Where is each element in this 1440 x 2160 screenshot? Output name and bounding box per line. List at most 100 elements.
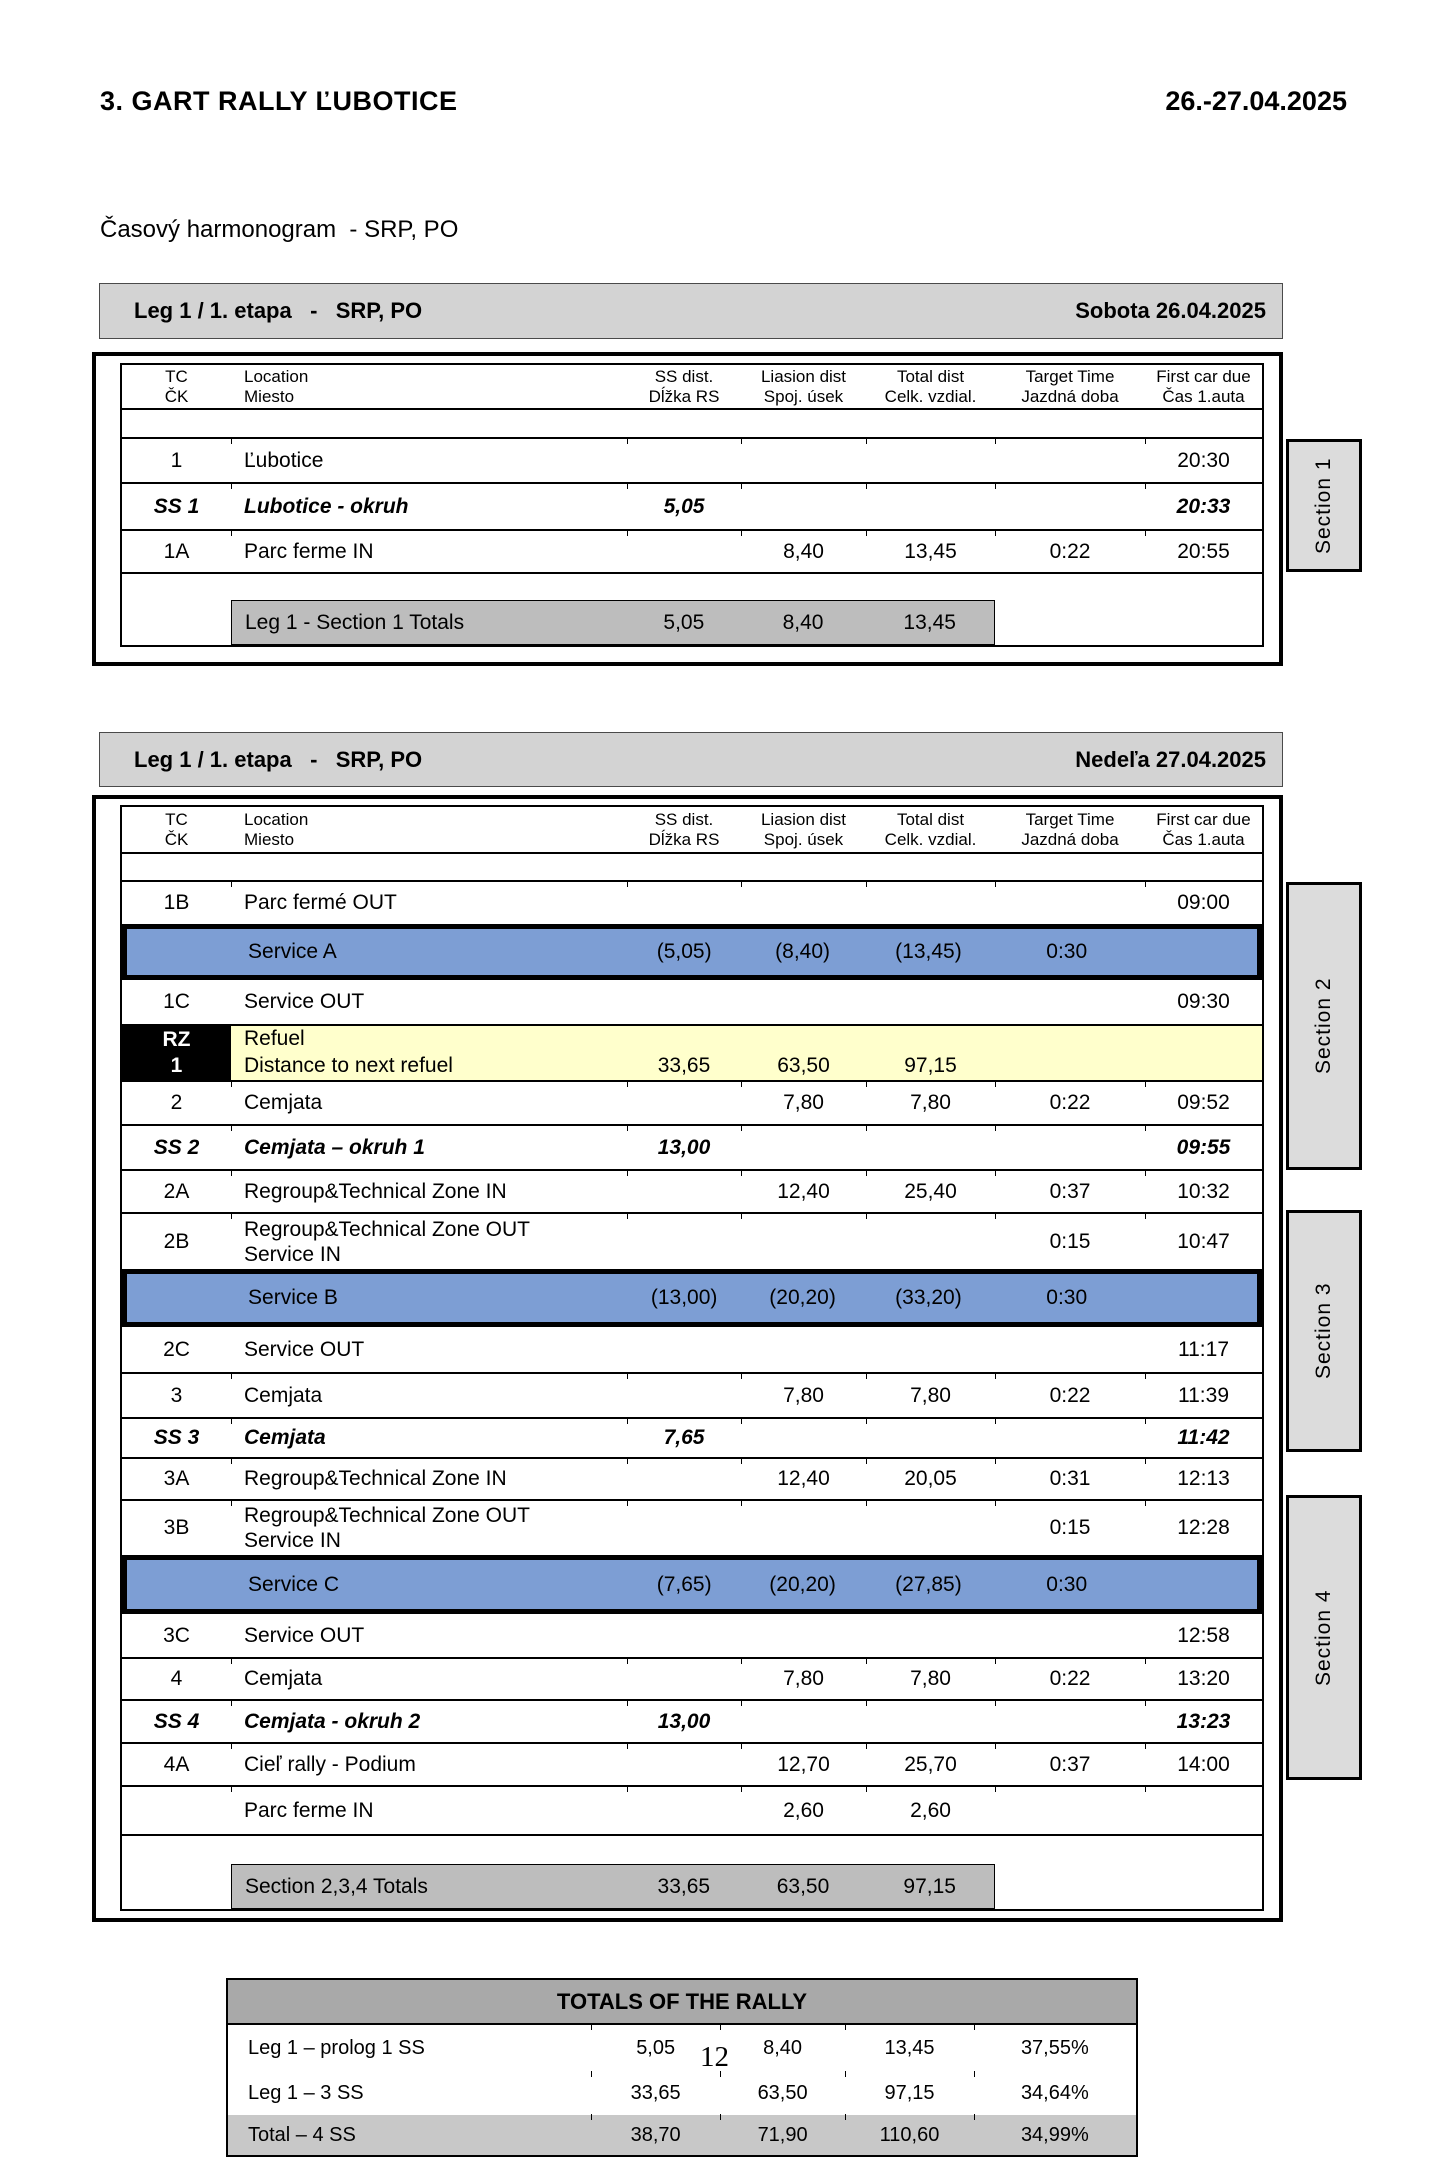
rally-total-label: Leg 1 – prolog 1 SS	[248, 2037, 425, 2059]
leg1-sunday-header-bar: Leg 1 / 1. etapa - SRP, PO Nedeľa 27.04.…	[99, 732, 1283, 787]
leg-bar-date: Nedeľa 27.04.2025	[1075, 746, 1266, 772]
cell-tc: 2	[170, 1091, 183, 1114]
rally-total-label: Leg 1 – 3 SS	[248, 2082, 364, 2104]
table-header-row: TC ČK Location Miesto SS dist. Dĺžka RS Lia…	[122, 365, 1262, 410]
cell-target-time: 0:22	[995, 1372, 1145, 1417]
rally-total-ss: 38,70	[591, 2114, 719, 2155]
row-time-control: 1B Parc fermé OUT 09:00	[122, 880, 1262, 924]
row-section-totals: Section 2,3,4 Totals 33,65 63,50 97,15	[122, 1864, 1262, 1909]
cell-tc: 3	[170, 1383, 183, 1407]
spacer-row	[122, 572, 1262, 600]
cell-location-line: Regroup&Technical Zone OUT	[244, 1217, 530, 1241]
column-header-first-car-due: First car due Čas 1.auta	[1145, 807, 1262, 852]
cell-total-dist	[866, 1212, 995, 1269]
cell-first-car-due: 14:00	[1145, 1742, 1262, 1785]
column-header-line: First car due	[1156, 809, 1251, 829]
cell-target-time: 0:22	[995, 1657, 1145, 1699]
row-service: Service B (13,00) (20,20) (33,20) 0:30	[122, 1269, 1262, 1327]
cell-location: Regroup&Technical Zone OUT Service IN	[231, 1212, 627, 1269]
schedule-table-sunday-inner: TC ČK Location Miesto SS dist. Dĺžka RS Lia…	[120, 805, 1264, 1911]
cell-liaison-dist	[741, 1499, 866, 1555]
spacer-row	[122, 1834, 1262, 1864]
cell-location: Regroup&Technical Zone IN	[231, 1457, 627, 1499]
row-time-control: 3 Cemjata 7,80 7,80 0:22 11:39	[122, 1372, 1262, 1417]
cell-ss-dist: 13,00	[627, 1124, 741, 1169]
cell-tc: 4A	[163, 1752, 190, 1776]
column-header-line: Miesto	[244, 386, 295, 406]
row-time-control: 2A Regroup&Technical Zone IN 12,40 25,40 0:3…	[122, 1169, 1262, 1212]
cell-tc	[127, 929, 235, 975]
cell-tc: 1A	[163, 539, 190, 563]
row-special-stage: SS 4 Cemjata - okruh 2 13,00 13:23	[122, 1699, 1262, 1742]
rally-total-percent: 37,55%	[973, 2024, 1136, 2072]
cell-ss-dist	[627, 1169, 741, 1212]
cell-ss-dist: (7,65)	[656, 1572, 712, 1596]
cell-tc: 2B	[163, 1229, 190, 1253]
cell-target-time	[995, 1417, 1145, 1457]
column-header-line: Liasion dist	[760, 366, 847, 386]
cell-ss-dist	[627, 880, 741, 924]
cell-total-dist: 7,80	[866, 1657, 995, 1699]
cell-first-car-due	[1145, 1785, 1262, 1834]
cell-total-dist: (13,45)	[895, 940, 962, 963]
section-totals-ss: 33,65	[657, 1874, 711, 1898]
refuel-body: Refuel Distance to next refuel 33,65 63,50 9…	[231, 1026, 1262, 1080]
column-header-line: Location	[244, 809, 309, 829]
cell-location: Service OUT	[244, 1623, 365, 1647]
rally-total-percent: 34,99%	[973, 2114, 1136, 2155]
refuel-line1: Refuel	[231, 1026, 1262, 1051]
cell-total-dist: 13,45	[866, 529, 995, 572]
cell-liaison-dist	[741, 1417, 866, 1457]
cell-total-dist	[866, 1614, 995, 1657]
cell-tc: 1	[170, 448, 183, 472]
cell-target-time	[995, 880, 1145, 924]
row-time-control: 1 Ľubotice 20:30	[122, 437, 1262, 482]
rally-total-liaison: 71,90	[719, 2114, 845, 2155]
cell-target-time: 0:15	[995, 1212, 1145, 1269]
cell-ss-dist	[627, 1742, 741, 1785]
column-header-line: SS dist.	[654, 809, 714, 829]
cell-target-time: 0:22	[995, 1080, 1145, 1124]
row-time-control: 4 Cemjata 7,80 7,80 0:22 13:20	[122, 1657, 1262, 1699]
cell-location: Service OUT	[244, 1337, 365, 1361]
column-header-line: Jazdná doba	[1021, 386, 1119, 406]
cell-total-dist: (33,20)	[895, 1286, 962, 1309]
cell-location-line: Service IN	[244, 1242, 341, 1266]
cell-ss-dist	[627, 1614, 741, 1657]
section-tab-4: Section 4	[1286, 1495, 1362, 1780]
cell-total-dist: 7,80	[866, 1372, 995, 1417]
cell-tc: 1B	[163, 891, 190, 914]
column-header-total-dist: Total dist Celk. vzdial.	[866, 807, 995, 852]
cell-location: Distance to next refuel	[244, 1053, 453, 1077]
cell-total-dist: 25,70	[866, 1742, 995, 1785]
column-header-liaison-dist: Liasion dist Spoj. úsek	[741, 807, 866, 852]
leg-bar-date: Sobota 26.04.2025	[1075, 298, 1266, 323]
cell-location: Cemjata	[231, 1080, 627, 1124]
column-header-line: SS dist.	[654, 366, 714, 386]
cell-target-time: 0:37	[995, 1169, 1145, 1212]
cell-first-car-due: 11:17	[1178, 1337, 1229, 1361]
row-refuel-zone: RZ 1 Refuel Distance to next refuel 33,65 63,…	[122, 1024, 1262, 1080]
leg-bar-title: Leg 1 / 1. etapa - SRP, PO	[134, 298, 423, 323]
cell-first-car-due: 10:47	[1145, 1212, 1262, 1269]
cell-location: Lubotice - okruh	[231, 482, 627, 529]
column-header-line: Spoj. úsek	[763, 829, 844, 849]
rally-total-ss: 33,65	[591, 2071, 719, 2115]
cell-location: Service A	[248, 940, 337, 963]
cell-liaison-dist: (20,20)	[769, 1572, 836, 1596]
event-date-range: 26.-27.04.2025	[1165, 86, 1347, 116]
cell-location: Ľubotice	[231, 437, 627, 482]
column-header-line: Celk. vzdial.	[884, 829, 977, 849]
cell-total-dist	[866, 980, 995, 1024]
row-time-control: Parc ferme IN 2,60 2,60	[122, 1785, 1262, 1834]
cell-liaison-dist: 12,40	[741, 1169, 866, 1212]
cell-total-dist	[866, 1417, 995, 1457]
section-totals-liaison: 63,50	[776, 1874, 830, 1898]
cell-first-car-due	[1141, 1274, 1257, 1322]
cell-ss-dist: 5,05	[627, 482, 741, 529]
schedule-table-saturday: TC ČK Location Miesto SS dist. Dĺžka RS Lia…	[92, 352, 1283, 666]
cell-location: Parc ferme IN	[231, 529, 627, 572]
cell-first-car-due: 20:55	[1145, 529, 1262, 572]
cell-first-car-due: 09:30	[1177, 990, 1230, 1013]
